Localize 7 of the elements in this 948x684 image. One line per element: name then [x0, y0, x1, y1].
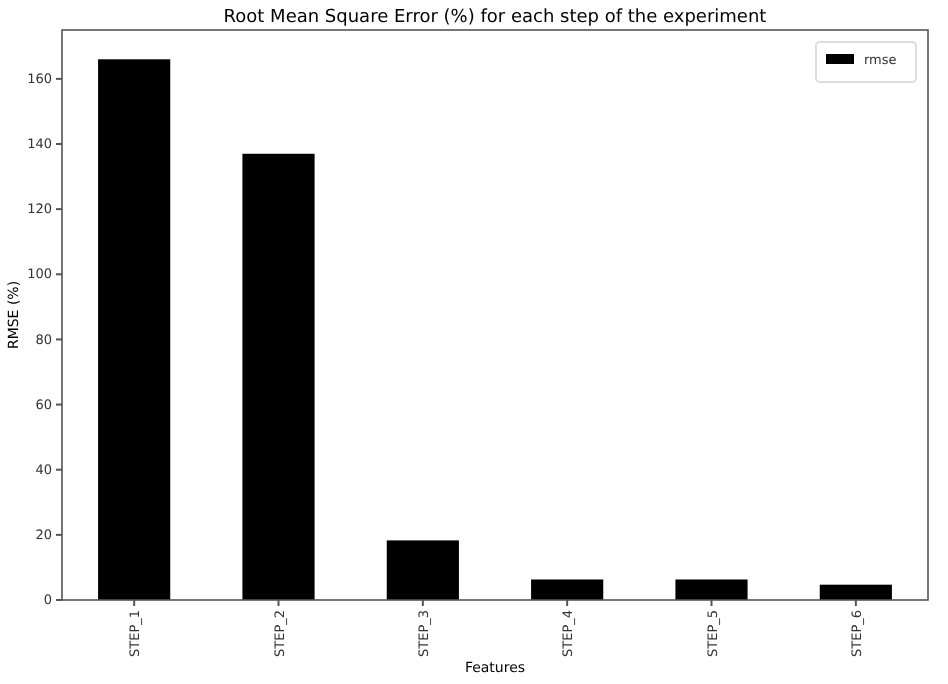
bar: [98, 59, 171, 600]
bar: [819, 584, 892, 600]
bar: [675, 579, 748, 600]
bar: [531, 579, 604, 600]
bar: [242, 153, 315, 600]
bar: [386, 540, 459, 600]
chart-title: Root Mean Square Error (%) for each step of the experiment: [223, 8, 768, 28]
